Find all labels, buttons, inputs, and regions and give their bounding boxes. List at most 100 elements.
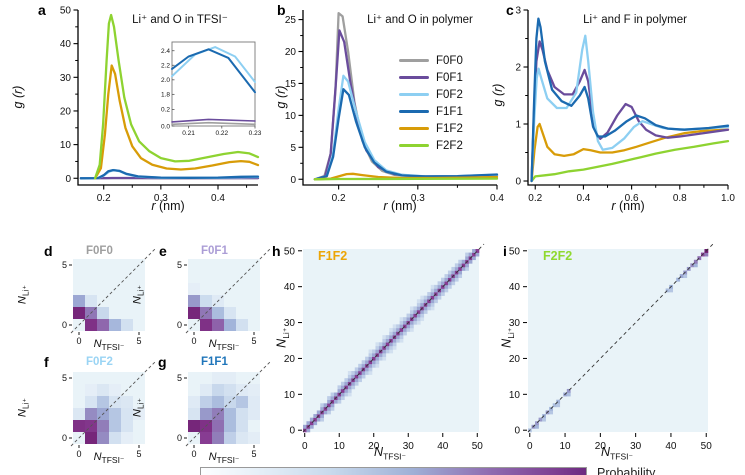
legend-row: F0F1 <box>399 69 463 86</box>
panel-f-name: F0F2 <box>86 356 113 368</box>
legend-label: F1F1 <box>436 105 463 118</box>
panel-a-xaxis-label: r (nm) <box>151 199 185 213</box>
panel-f-yaxis-label: NLi⁺ <box>16 398 31 418</box>
panel-f-xaxis-label: NTFSI⁻ <box>93 451 125 466</box>
svg-text:25: 25 <box>285 15 297 26</box>
colorbar-label: Probability <box>597 466 656 475</box>
legend-row: F1F2 <box>399 120 463 137</box>
panel-d-xaxis-label: NTFSI⁻ <box>93 338 125 353</box>
legend-swatch-f1f2 <box>399 126 429 131</box>
svg-text:3: 3 <box>515 6 521 17</box>
legend-row: F0F0 <box>399 52 463 69</box>
legend-label: F0F1 <box>436 71 463 84</box>
svg-text:0.0: 0.0 <box>161 123 170 130</box>
svg-text:40: 40 <box>665 441 677 452</box>
panel-b-title: Li⁺ and O in polymer <box>367 14 473 26</box>
panel-h-name: F1F2 <box>318 249 348 263</box>
svg-text:30: 30 <box>403 441 415 452</box>
svg-text:10: 10 <box>60 140 72 151</box>
panel-e-name: F0F1 <box>201 245 228 257</box>
svg-text:5: 5 <box>177 260 182 270</box>
svg-text:5: 5 <box>177 373 182 383</box>
svg-text:0.3: 0.3 <box>411 193 425 204</box>
legend-label: F0F2 <box>436 88 463 101</box>
panel-letter-h: h <box>272 243 281 259</box>
svg-text:5: 5 <box>290 143 296 154</box>
panel-c-yaxis-label: g (r) <box>491 83 505 107</box>
panel-b-yaxis-label: g (r) <box>274 85 288 109</box>
panel-e-xaxis-label: NTFSI⁻ <box>208 338 240 353</box>
svg-text:0.2: 0.2 <box>97 193 111 204</box>
svg-text:1: 1 <box>515 120 521 131</box>
legend-swatch-f2f2 <box>399 143 429 148</box>
svg-text:10: 10 <box>285 111 297 122</box>
svg-text:0.4: 0.4 <box>576 193 590 204</box>
panel-a-inset-plot: 2.4 2.2 2.0 1.8 0.2 0.0 0.21 0.22 0.23 <box>150 36 264 153</box>
legend-row: F1F1 <box>399 103 463 120</box>
panel-letter-c: c <box>506 2 514 18</box>
svg-text:50: 50 <box>60 6 72 17</box>
panel-d-yaxis-label: NLi⁺ <box>16 285 31 305</box>
svg-text:0: 0 <box>177 433 182 443</box>
panel-a-plot: 0.2 0.3 0.4 0 10 20 30 40 50 <box>32 2 272 214</box>
svg-text:0: 0 <box>177 320 182 330</box>
panel-i-yaxis-label: NLi⁺ <box>499 327 516 348</box>
panel-c-title: Li⁺ and F in polymer <box>583 14 687 26</box>
svg-text:0.23: 0.23 <box>249 130 262 137</box>
svg-text:5: 5 <box>136 449 141 459</box>
panel-h-yaxis-label: NLi⁺ <box>274 327 291 348</box>
svg-text:20: 20 <box>595 441 607 452</box>
svg-text:0: 0 <box>76 449 81 459</box>
svg-text:10: 10 <box>509 390 521 401</box>
panel-letter-e: e <box>159 243 167 259</box>
svg-text:0: 0 <box>290 175 296 186</box>
panel-e-yaxis-label: NLi⁺ <box>131 285 146 305</box>
panel-letter-i: i <box>503 243 507 259</box>
legend-label: F1F2 <box>436 122 463 135</box>
svg-text:10: 10 <box>334 441 346 452</box>
svg-text:10: 10 <box>559 441 571 452</box>
panel-a-yaxis-label: g (r) <box>11 85 25 109</box>
svg-text:5: 5 <box>62 260 67 270</box>
svg-text:20: 20 <box>509 354 521 365</box>
svg-text:0.2: 0.2 <box>332 193 346 204</box>
panel-b-xaxis-label: r (nm) <box>383 199 417 213</box>
panel-g-xaxis-label: NTFSI⁻ <box>208 451 240 466</box>
svg-text:1.0: 1.0 <box>721 193 735 204</box>
panel-i-xaxis-label: NTFSI⁻ <box>601 445 633 462</box>
legend-swatch-f0f1 <box>399 75 429 80</box>
svg-text:0: 0 <box>302 441 308 452</box>
svg-text:30: 30 <box>509 318 521 329</box>
panel-i-heatmap: 0 0 10 10 20 20 30 30 40 40 50 50 <box>492 239 726 466</box>
svg-text:2.2: 2.2 <box>161 63 170 70</box>
svg-text:2.4: 2.4 <box>161 48 170 55</box>
svg-text:0: 0 <box>527 441 533 452</box>
panel-i-name: F2F2 <box>543 249 573 263</box>
svg-text:0.4: 0.4 <box>211 193 225 204</box>
svg-text:0.6: 0.6 <box>625 193 639 204</box>
svg-text:50: 50 <box>701 441 713 452</box>
legend-row: F2F2 <box>399 137 463 154</box>
svg-text:10: 10 <box>284 390 296 401</box>
panel-letter-a: a <box>38 2 46 18</box>
panel-letter-g: g <box>158 354 167 370</box>
panel-g-yaxis-label: NLi⁺ <box>131 398 146 418</box>
svg-text:20: 20 <box>284 354 296 365</box>
svg-text:0: 0 <box>515 177 521 188</box>
svg-text:0: 0 <box>65 174 71 185</box>
svg-text:30: 30 <box>60 73 72 84</box>
svg-text:20: 20 <box>60 106 72 117</box>
svg-text:0.4: 0.4 <box>490 193 504 204</box>
svg-text:5: 5 <box>251 336 256 346</box>
svg-text:30: 30 <box>630 441 642 452</box>
panel-c-plot: 0.2 0.4 0.6 0.8 1.0 0 1 2 3 <box>482 2 742 214</box>
svg-text:20: 20 <box>285 47 297 58</box>
legend-swatch-f1f1 <box>399 109 429 114</box>
svg-text:1.8: 1.8 <box>161 92 170 99</box>
svg-text:0: 0 <box>76 336 81 346</box>
